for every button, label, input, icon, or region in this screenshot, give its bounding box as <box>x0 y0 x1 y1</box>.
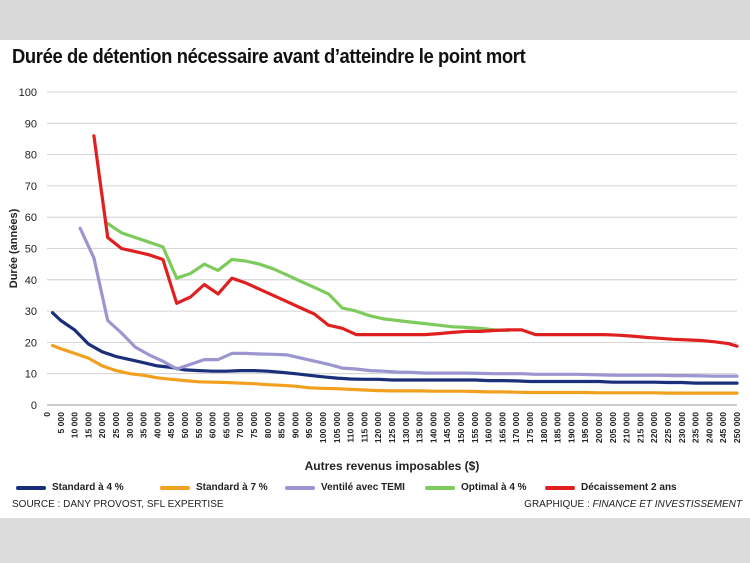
x-tick-label: 45 000 <box>166 412 176 439</box>
y-tick-label: 60 <box>25 212 37 224</box>
x-tick-label: 95 000 <box>304 412 314 439</box>
legend-swatch <box>285 485 315 490</box>
x-tick-label: 5 000 <box>56 412 66 434</box>
legend-item: Ventilé avec TEMI <box>285 482 405 493</box>
legend-swatch <box>425 485 455 490</box>
legend-item: Optimal à 4 % <box>425 482 527 493</box>
legend-item: Décaissement 2 ans <box>545 482 677 493</box>
x-tick-label: 115 000 <box>359 412 369 443</box>
chart-card: Durée de détention nécessaire avant d’at… <box>0 40 750 518</box>
credit-name: FINANCE ET INVESTISSEMENT <box>592 499 742 510</box>
x-tick-label: 220 000 <box>649 412 659 443</box>
x-tick-label: 200 000 <box>594 412 604 443</box>
x-tick-label: 35 000 <box>139 412 149 439</box>
x-tick-label: 65 000 <box>221 412 231 439</box>
x-tick-label: 120 000 <box>373 412 383 443</box>
series-line <box>92 134 739 348</box>
x-tick-label: 135 000 <box>415 412 425 443</box>
background-strip <box>0 518 750 563</box>
series-line <box>78 226 739 378</box>
x-tick-label: 155 000 <box>470 412 480 443</box>
x-tick-label: 130 000 <box>401 412 411 443</box>
series-line <box>106 221 510 333</box>
legend-swatch <box>545 485 575 490</box>
x-tick-label: 195 000 <box>580 412 590 443</box>
x-tick-label: 80 000 <box>263 412 273 439</box>
y-tick-label: 80 <box>25 150 37 162</box>
x-tick-label: 15 000 <box>83 412 93 439</box>
y-tick-label: 40 <box>25 275 37 287</box>
legend-label: Optimal à 4 % <box>461 482 527 493</box>
line-chart: 0 10 20 30 40 50 60 70 80 90 100 0 5 000 10 000 15 000… <box>8 87 742 473</box>
x-tick-label: 185 000 <box>553 412 563 443</box>
y-tick-label: 20 <box>25 337 37 349</box>
x-tick-label: 20 000 <box>97 412 107 439</box>
legend-label: Standard à 7 % <box>196 482 268 493</box>
x-tick-label: 235 000 <box>691 412 701 443</box>
x-tick-label: 100 000 <box>318 412 328 443</box>
x-tick-label: 215 000 <box>635 412 645 443</box>
x-tick-label: 230 000 <box>677 412 687 443</box>
x-tick-label: 225 000 <box>663 412 673 443</box>
y-tick-label: 0 <box>31 400 37 412</box>
credit-prefix: GRAPHIQUE : <box>524 499 593 510</box>
graphic-credit: GRAPHIQUE : FINANCE ET INVESTISSEMENT <box>524 499 742 510</box>
legend-item: Standard à 4 % <box>16 482 124 493</box>
x-tick-label: 170 000 <box>511 412 521 443</box>
x-tick-label: 250 000 <box>732 412 742 443</box>
x-tick-label: 10 000 <box>70 412 80 439</box>
legend-label: Standard à 4 % <box>52 482 124 493</box>
legend-swatch <box>16 485 46 490</box>
x-tick-label: 0 <box>42 412 52 417</box>
x-tick-label: 140 000 <box>428 412 438 443</box>
x-tick-label: 165 000 <box>497 412 507 443</box>
x-tick-label: 60 000 <box>208 412 218 439</box>
x-axis-label: Autres revenus imposables ($) <box>305 459 480 473</box>
x-tick-label: 145 000 <box>442 412 452 443</box>
legend-label: Décaissement 2 ans <box>581 482 677 493</box>
x-tick-label: 245 000 <box>718 412 728 443</box>
x-tick-label: 180 000 <box>539 412 549 443</box>
x-tick-label: 50 000 <box>180 412 190 439</box>
x-tick-label: 110 000 <box>346 412 356 443</box>
x-tick-label: 40 000 <box>152 412 162 439</box>
y-tick-label: 30 <box>25 306 37 318</box>
x-tick-label: 70 000 <box>235 412 245 439</box>
y-tick-label: 90 <box>25 118 37 130</box>
series-line <box>50 343 739 395</box>
x-tick-label: 210 000 <box>622 412 632 443</box>
series-line <box>50 311 739 385</box>
x-tick-label: 240 000 <box>704 412 714 443</box>
x-tick-label: 205 000 <box>608 412 618 443</box>
x-tick-label: 125 000 <box>387 412 397 443</box>
y-axis-label: Durée (années) <box>8 208 20 288</box>
x-tick-label: 160 000 <box>484 412 494 443</box>
chart-title: Durée de détention nécessaire avant d’at… <box>12 46 526 68</box>
x-tick-label: 175 000 <box>525 412 535 443</box>
chart-legend: Standard à 4 % Standard à 7 % Ventilé avec… <box>0 482 750 496</box>
x-tick-label: 85 000 <box>277 412 287 439</box>
source-note: SOURCE : DANY PROVOST, SFL EXPERTISE <box>12 499 224 510</box>
x-tick-label: 75 000 <box>249 412 259 439</box>
x-tick-label: 25 000 <box>111 412 121 439</box>
legend-item: Standard à 7 % <box>160 482 268 493</box>
y-tick-label: 100 <box>19 87 37 99</box>
y-tick-label: 50 <box>25 244 37 256</box>
legend-label: Ventilé avec TEMI <box>321 482 405 493</box>
x-tick-label: 150 000 <box>456 412 466 443</box>
x-tick-label: 30 000 <box>125 412 135 439</box>
x-tick-label: 190 000 <box>566 412 576 443</box>
x-tick-label: 55 000 <box>194 412 204 439</box>
x-tick-label: 105 000 <box>332 412 342 443</box>
y-tick-label: 70 <box>25 181 37 193</box>
x-tick-label: 90 000 <box>290 412 300 439</box>
legend-swatch <box>160 485 190 490</box>
y-tick-label: 10 <box>25 369 37 381</box>
